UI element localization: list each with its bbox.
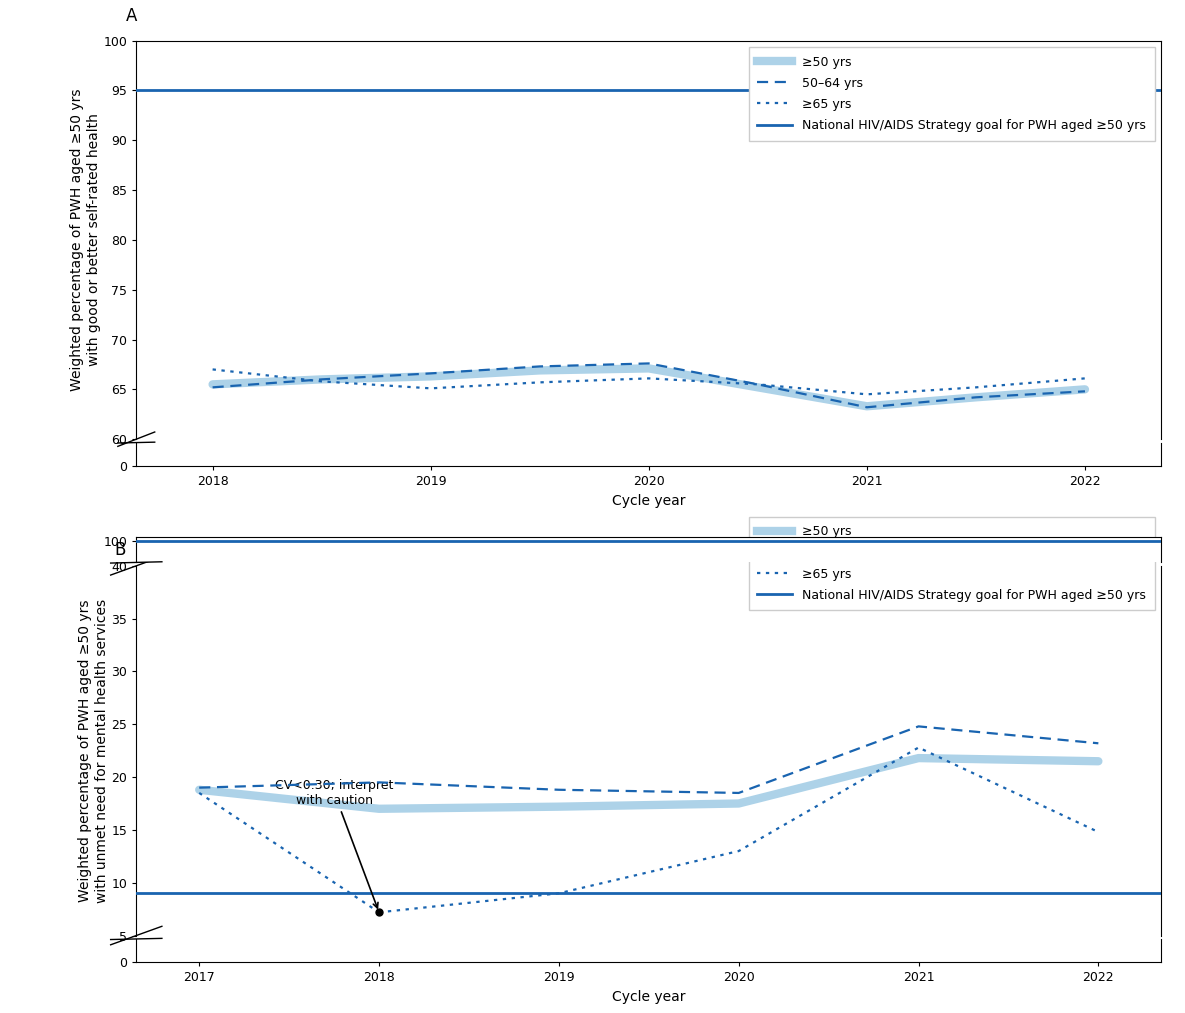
Legend: ≥50 yrs, 50–64 yrs, ≥65 yrs, National HIV/AIDS Strategy goal for PWH aged ≥50 yr: ≥50 yrs, 50–64 yrs, ≥65 yrs, National HI… [749, 47, 1155, 141]
Text: A: A [126, 6, 137, 24]
Y-axis label: Weighted percentage of PWH aged ≥50 yrs
with good or better self-rated health: Weighted percentage of PWH aged ≥50 yrs … [70, 88, 101, 391]
Y-axis label: Weighted percentage of PWH aged ≥50 yrs
with unmet need for mental health servic: Weighted percentage of PWH aged ≥50 yrs … [78, 599, 109, 903]
X-axis label: Cycle year: Cycle year [611, 990, 686, 1004]
X-axis label: Cycle year: Cycle year [611, 493, 686, 508]
Text: CV<0.30; interpret
with caution: CV<0.30; interpret with caution [275, 779, 393, 908]
Legend: ≥50 yrs, 50–64 yrs, ≥65 yrs, National HIV/AIDS Strategy goal for PWH aged ≥50 yr: ≥50 yrs, 50–64 yrs, ≥65 yrs, National HI… [749, 517, 1155, 611]
Text: B: B [115, 541, 126, 558]
